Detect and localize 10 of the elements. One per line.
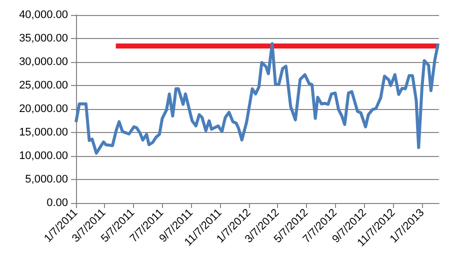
y-tick-label: 0.00 bbox=[46, 197, 68, 209]
line-series bbox=[74, 42, 440, 155]
y-tick-label: 35,000.00 bbox=[19, 32, 68, 44]
y-tick-label: 25,000.00 bbox=[19, 80, 68, 92]
y-tick-label: 20,000.00 bbox=[19, 103, 68, 115]
y-tick-label: 15,000.00 bbox=[19, 126, 68, 138]
y-tick-label: 5,000.00 bbox=[25, 174, 68, 186]
y-tick-label: 30,000.00 bbox=[19, 56, 68, 68]
y-tick-label: 40,000.00 bbox=[19, 9, 68, 21]
y-tick-label: 10,000.00 bbox=[19, 150, 68, 162]
